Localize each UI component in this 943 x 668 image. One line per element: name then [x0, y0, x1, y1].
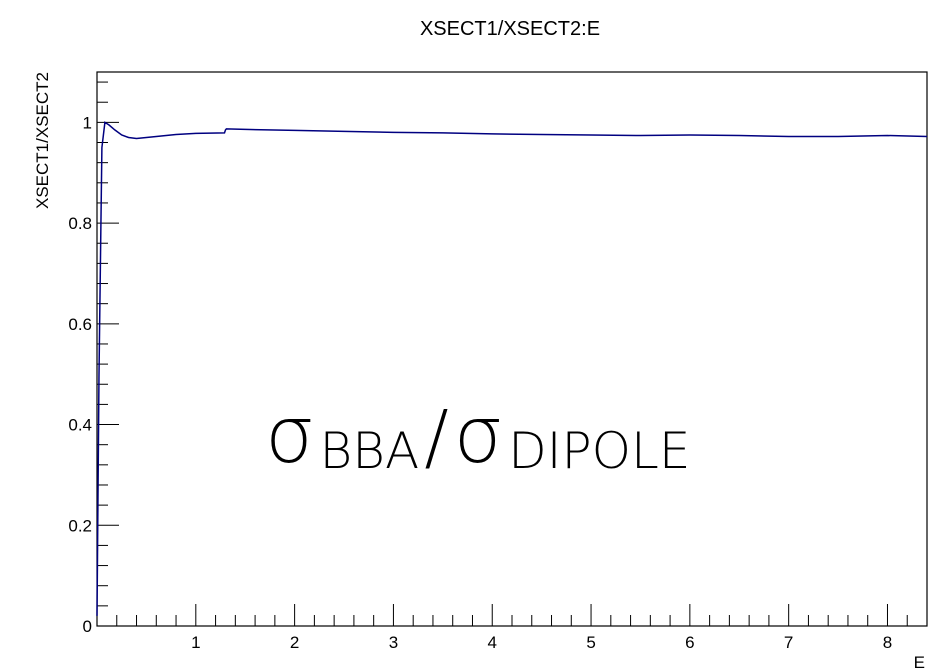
x-tick-label: 8 [883, 633, 892, 652]
series-line [96, 121, 928, 616]
chart-title: XSECT1/XSECT2:E [420, 18, 600, 40]
denominator-subscript: DIPOLE [508, 422, 690, 480]
ratio-annotation: σ BBA / σ DIPOLE [265, 391, 690, 481]
x-axis-title: E [914, 653, 925, 668]
x-tick-label: 2 [290, 633, 299, 652]
series-layer [96, 121, 928, 616]
x-tick-label: 1 [191, 633, 200, 652]
sigma-numerator: σ [265, 391, 314, 481]
y-tick-label: 0.6 [68, 315, 92, 334]
x-tick-label: 3 [389, 633, 398, 652]
numerator-subscript: BBA [320, 422, 420, 480]
plot-frame [96, 71, 928, 627]
y-tick-label: 0.2 [68, 516, 92, 535]
y-tick-label: 0 [83, 617, 92, 636]
y-tick-label: 1 [83, 113, 92, 132]
x-tick-label: 7 [784, 633, 793, 652]
ratio-slash: / [424, 395, 448, 479]
x-axis: 1 2 3 4 5 6 7 8 [96, 604, 928, 652]
y-axis-title: XSECT1/XSECT2 [33, 72, 52, 209]
x-tick-label: 4 [488, 633, 497, 652]
y-axis: 0 0.2 0.4 0.6 0.8 1 [68, 81, 119, 636]
x-tick-label: 5 [586, 633, 595, 652]
sigma-denominator: σ [454, 391, 503, 481]
y-tick-label: 0.4 [68, 416, 92, 435]
y-tick-label: 0.8 [68, 214, 92, 233]
x-tick-label: 6 [685, 633, 694, 652]
